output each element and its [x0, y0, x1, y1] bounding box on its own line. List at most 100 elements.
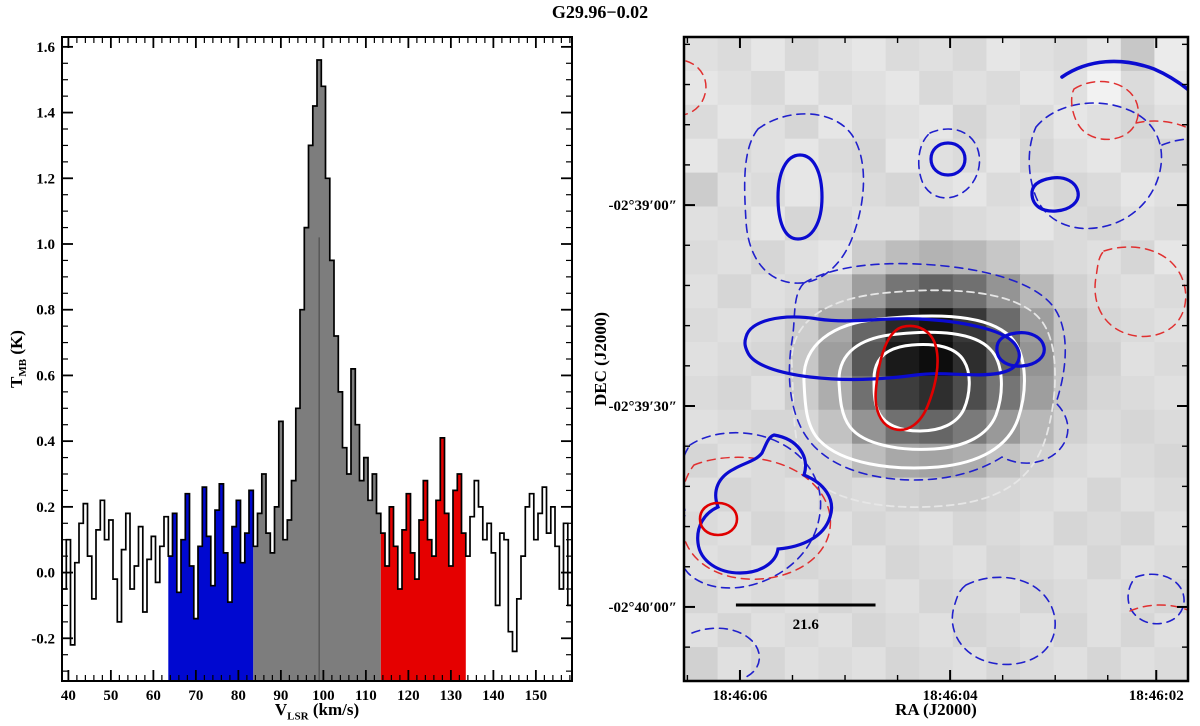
map-pixel: [1087, 104, 1122, 140]
red-dashed-rightmiddle: [1094, 246, 1187, 338]
spectrum-x-ticks: [67, 37, 571, 681]
map-pixel: [751, 579, 786, 614]
blue-contour-tall-topleft: [776, 153, 824, 241]
map-pixel: [717, 138, 752, 174]
map-pixel: [1154, 613, 1188, 648]
map-pixel: [885, 37, 920, 72]
map-pixel: [717, 477, 752, 513]
map-pixel: [684, 613, 719, 648]
map-pixel: [919, 511, 954, 546]
map-pixel: [818, 70, 853, 106]
map-pixel: [1154, 477, 1188, 513]
map-pixel: [852, 70, 887, 106]
spectrum-xlabel: VLSR (km/s): [275, 700, 359, 722]
map-pixel: [684, 647, 719, 681]
map-pixel: [751, 37, 786, 72]
map-pixel: [1154, 172, 1188, 208]
map-pixel: [1120, 342, 1155, 377]
map-pixel: [919, 37, 954, 72]
map-pixel: [1087, 375, 1122, 411]
map-pixel: [1154, 511, 1188, 546]
map-pixel: [818, 206, 853, 241]
spectrum-xlabel-rest: (km/s): [308, 700, 360, 719]
map-pixel: [885, 579, 920, 614]
map-pixel: [1053, 545, 1088, 580]
blue-contour-right-small: [995, 331, 1046, 368]
map-pixel: [1087, 342, 1122, 377]
map-pixel: [818, 613, 853, 648]
spectrum-step-line: [62, 59, 572, 653]
map-pixel: [684, 138, 719, 174]
map-pixel: [684, 104, 719, 140]
map-pixel: [751, 375, 786, 411]
map-pixel: [751, 511, 786, 546]
map-pixel: [1087, 138, 1122, 174]
map-pixel: [1154, 375, 1188, 411]
map-pixel: [885, 240, 920, 275]
map-y-tick-label: -02°39′30″: [609, 399, 678, 415]
map-pixel: [1120, 206, 1155, 241]
map-pixel: [919, 409, 954, 445]
map-pixel: [818, 477, 853, 513]
blue-contour-right: [1030, 176, 1080, 213]
map-pixel: [684, 443, 719, 479]
map-axis-frame: [682, 35, 1190, 683]
x-tick-label: 40: [61, 688, 76, 704]
blue-dashed-bottomcenter: [951, 576, 1056, 666]
map-pixel: [952, 342, 987, 377]
blue-dashed-topleft: [743, 113, 865, 284]
map-pixel: [1087, 274, 1122, 309]
map-pixel: [1120, 477, 1155, 513]
map-pixel: [1120, 375, 1155, 411]
map-pixel: [784, 240, 819, 275]
map-pixel: [986, 443, 1021, 479]
red-wing-fill: [380, 437, 466, 681]
spectrum-ylabel-sub: MB: [17, 358, 30, 377]
blue-contour-small-top: [929, 141, 967, 177]
map-pixel: [1053, 613, 1088, 648]
map-y-tick-label: -02°40′00″: [609, 600, 678, 616]
map-pixel: [717, 104, 752, 140]
map-pixel: [684, 342, 719, 377]
map-pixel: [852, 613, 887, 648]
map-pixel: [1053, 240, 1088, 275]
map-pixel: [818, 375, 853, 411]
map-pixel: [952, 613, 987, 648]
blue-dashed-bottomleft: [684, 431, 822, 589]
map-pixel: [986, 206, 1021, 241]
map-pixel: [919, 70, 954, 106]
map-pixel: [1120, 240, 1155, 275]
red-dashed-topright: [1070, 80, 1139, 141]
map-pixel: [1053, 342, 1088, 377]
map-pixel: [1154, 545, 1188, 580]
map-pixel: [784, 477, 819, 513]
map-pixel: [885, 647, 920, 681]
grayscale-grid: [684, 37, 1188, 681]
map-pixel: [952, 511, 987, 546]
map-pixel: [919, 647, 954, 681]
map-pixel: [1120, 308, 1155, 343]
x-tick-label: 150: [525, 688, 548, 704]
map-pixel: [1053, 443, 1088, 479]
map-ylabel: DEC (J2000): [591, 312, 610, 406]
map-pixel: [684, 172, 719, 208]
map-pixel: [885, 172, 920, 208]
x-tick-label: 70: [188, 688, 203, 704]
map-pixel: [852, 375, 887, 411]
map-pixel: [919, 579, 954, 614]
map-pixel: [885, 375, 920, 411]
x-tick-label: 110: [355, 688, 377, 704]
map-pixel: [986, 375, 1021, 411]
map-pixel: [919, 545, 954, 580]
map-pixel: [952, 579, 987, 614]
map-y-ticks: [684, 43, 1188, 648]
map-pixel: [784, 104, 819, 140]
y-tick-label: 0.6: [36, 368, 55, 384]
map-pixel: [852, 206, 887, 241]
map-pixel: [684, 409, 719, 445]
map-pixel: [852, 647, 887, 681]
map-pixel: [1087, 579, 1122, 614]
contours: [684, 59, 1188, 678]
map-pixel: [1020, 511, 1055, 546]
map-pixel: [852, 172, 887, 208]
